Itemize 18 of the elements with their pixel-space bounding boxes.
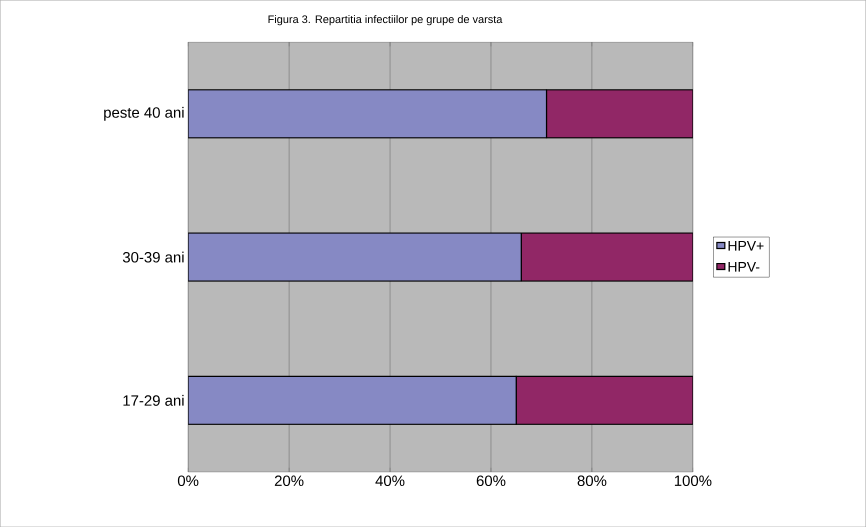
x-tick-label: 40% — [375, 475, 404, 486]
bar — [188, 376, 517, 425]
legend-label: HPV- — [728, 262, 760, 272]
x-tick-label: 60% — [476, 475, 506, 486]
bar — [188, 89, 548, 138]
bar — [516, 376, 693, 425]
x-tick-label: 80% — [578, 475, 606, 486]
y-tick-label: 17-29 ani — [123, 394, 184, 406]
x-tick-label: 20% — [274, 475, 304, 486]
bar — [520, 232, 693, 282]
bar — [188, 232, 522, 282]
y-tick-label: 30-39 ani — [122, 252, 184, 262]
x-tick-label: 100% — [674, 475, 712, 486]
legend-label: HPV+ — [728, 240, 764, 251]
x-tick-label: 0% — [178, 475, 198, 486]
y-tick-label: peste 40 ani — [104, 106, 184, 121]
chart-title: Figura 3. Repartitia infectiilor pe grupe de varsta — [268, 15, 502, 26]
bar — [546, 89, 693, 138]
